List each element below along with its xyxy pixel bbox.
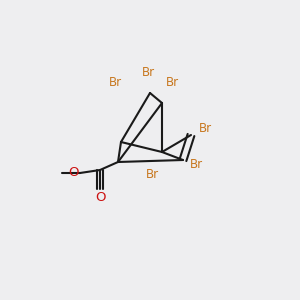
Text: O: O xyxy=(95,191,105,204)
Text: Br: Br xyxy=(199,122,212,134)
Text: Br: Br xyxy=(166,76,179,89)
Text: Br: Br xyxy=(109,76,122,88)
Text: Br: Br xyxy=(190,158,203,172)
Text: O: O xyxy=(68,166,79,178)
Text: Br: Br xyxy=(146,168,159,181)
Text: Br: Br xyxy=(141,65,154,79)
